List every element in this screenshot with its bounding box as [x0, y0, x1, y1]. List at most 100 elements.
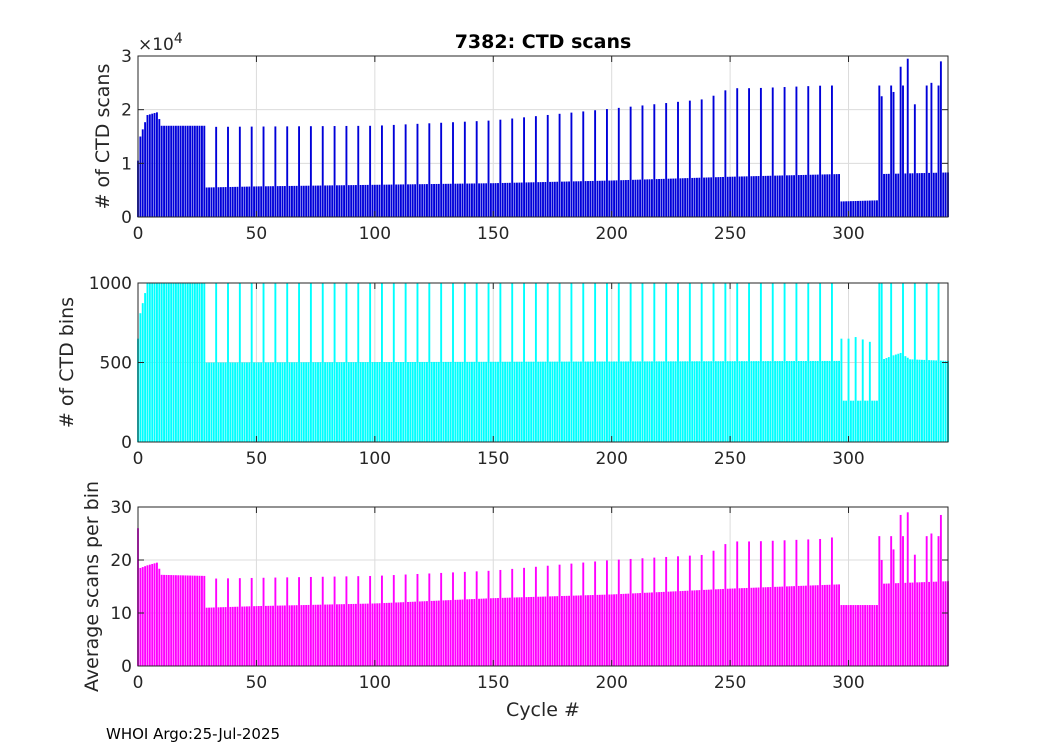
bar [473, 183, 476, 217]
bar [324, 362, 327, 442]
bar [570, 283, 573, 442]
bar [504, 182, 507, 217]
bar [421, 361, 424, 442]
bar [800, 361, 803, 442]
bar [511, 568, 514, 666]
bar [241, 362, 244, 442]
bar [577, 181, 580, 217]
bar [454, 599, 457, 666]
bar [442, 361, 445, 442]
bar [373, 362, 376, 442]
bar [309, 126, 312, 217]
bar [530, 361, 533, 442]
bar [674, 591, 677, 666]
bar [395, 184, 398, 217]
bar [518, 361, 521, 442]
bar [487, 120, 490, 217]
bar [153, 283, 156, 442]
bar [295, 362, 298, 442]
bar [390, 602, 393, 666]
bar [902, 85, 904, 218]
bar [859, 200, 862, 217]
bar [336, 362, 338, 442]
bar [456, 183, 459, 217]
bar [655, 592, 658, 666]
bar [418, 361, 421, 442]
bar [793, 175, 795, 217]
bar [828, 174, 831, 217]
bar [269, 362, 272, 442]
x-tick-label: 300 [832, 449, 864, 469]
bar [328, 362, 331, 442]
bar [842, 201, 845, 217]
bar [295, 185, 298, 217]
bar [489, 598, 492, 666]
bar [158, 283, 161, 442]
bar [475, 121, 478, 217]
bar [504, 597, 507, 666]
bar [179, 283, 182, 442]
bar [849, 201, 852, 217]
bar [556, 596, 559, 666]
chart-title: 7382: CTD scans [455, 31, 632, 53]
bar [797, 361, 800, 442]
bar [812, 174, 814, 217]
bar [390, 362, 393, 442]
bar [591, 361, 594, 442]
bar [700, 554, 703, 666]
bar [589, 361, 592, 442]
bar [231, 606, 234, 666]
bar [499, 283, 502, 442]
bar [501, 182, 504, 217]
bar [371, 184, 374, 217]
bar [442, 600, 445, 666]
bar [857, 605, 859, 666]
x-tick-label: 0 [133, 449, 144, 469]
bar [421, 184, 424, 217]
bar [359, 184, 362, 217]
bar [793, 586, 795, 666]
bar [812, 360, 814, 442]
bar [788, 361, 791, 442]
bar [281, 605, 284, 666]
bar [513, 182, 516, 217]
bar [146, 283, 149, 442]
bar [857, 200, 859, 217]
bar [942, 581, 945, 666]
bar [814, 360, 817, 442]
bar [478, 361, 480, 442]
bar [447, 361, 450, 442]
bar [852, 201, 855, 217]
bar [601, 361, 604, 442]
bar [603, 361, 606, 442]
bar [411, 184, 414, 217]
bar [236, 362, 239, 442]
bar [724, 283, 727, 442]
bar [542, 361, 544, 442]
bar [312, 185, 315, 217]
bar [454, 183, 457, 217]
y-tick-label: 0 [121, 208, 132, 228]
bar [407, 361, 409, 442]
bar [587, 361, 589, 442]
bar [362, 362, 364, 442]
bar [563, 595, 566, 666]
bar [679, 361, 682, 442]
bar [210, 187, 213, 217]
bar [411, 361, 414, 442]
bar [366, 362, 369, 442]
bar [286, 126, 289, 217]
bar [741, 176, 743, 217]
bar [606, 560, 608, 666]
bar [257, 186, 260, 217]
bar [764, 175, 767, 217]
bar [944, 581, 947, 666]
bar [665, 283, 668, 442]
bar [925, 536, 928, 666]
bar [876, 400, 878, 442]
bar [253, 186, 255, 217]
bar [684, 590, 687, 666]
bar [283, 362, 286, 442]
bar [871, 605, 874, 666]
bar [714, 589, 717, 666]
